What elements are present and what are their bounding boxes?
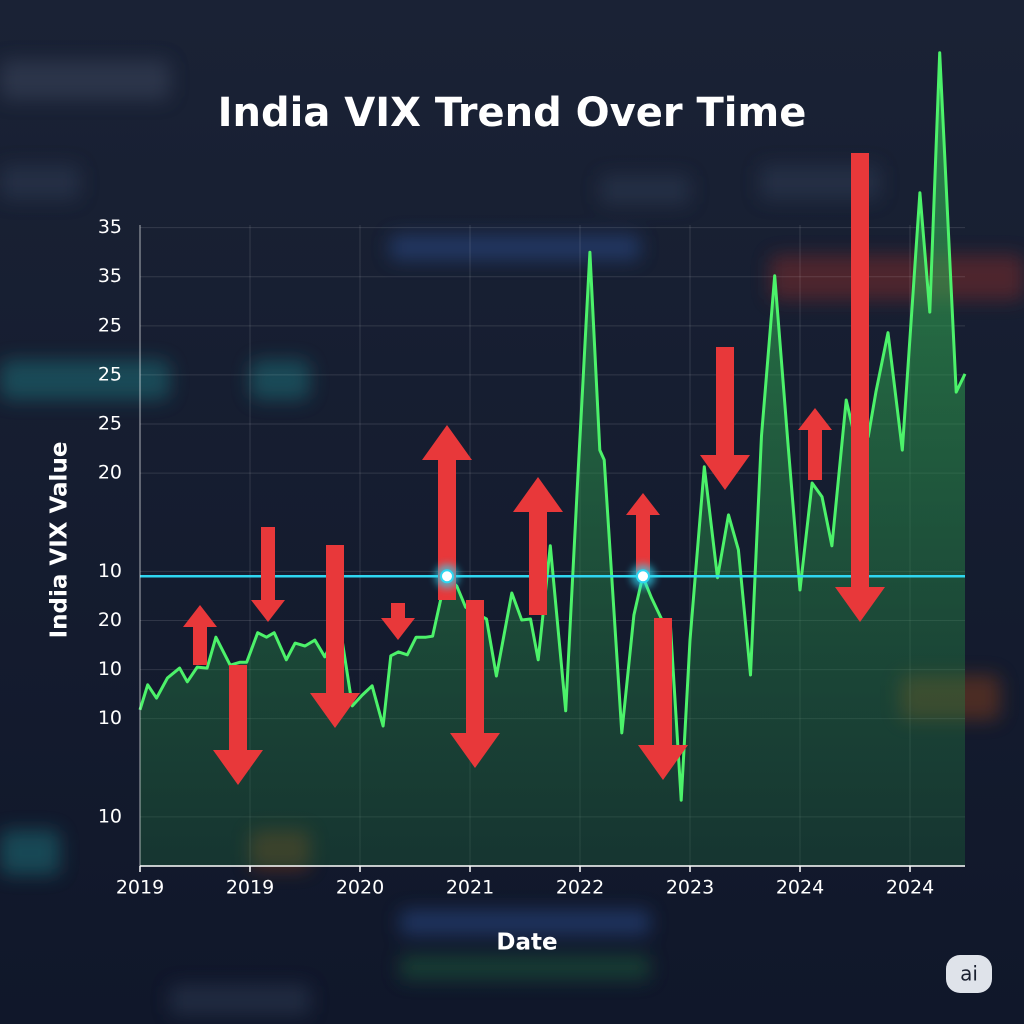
y-tick-label: 20: [98, 462, 122, 484]
x-tick-label: 2019: [116, 877, 164, 899]
y-tick-label: 25: [98, 363, 122, 385]
x-tick-label: 2021: [446, 877, 494, 899]
arrow: [251, 527, 285, 622]
x-tick-label: 2023: [666, 877, 714, 899]
y-tick-label: 10: [98, 560, 122, 582]
x-tick-label: 2022: [556, 877, 604, 899]
arrow: [638, 618, 688, 780]
highlight-dot: [636, 569, 650, 584]
arrow: [626, 493, 660, 575]
arrow: [700, 347, 750, 490]
arrow: [381, 603, 415, 640]
arrow: [450, 600, 500, 768]
line: [138, 51, 967, 802]
y-tick-label: 35: [98, 216, 122, 238]
y-tick-label: 10: [98, 805, 122, 827]
arrows: [183, 153, 885, 785]
y-axis-label: India VIX Value: [47, 442, 73, 639]
x-tick-label: 2019: [226, 877, 274, 899]
y-tick-label: 10: [98, 658, 122, 680]
x-tick-label: 2024: [886, 877, 934, 899]
arrow: [422, 425, 472, 600]
chart-title: India VIX Trend Over Time: [218, 90, 807, 136]
x-tick-label: 2020: [336, 877, 384, 899]
badge: ai: [960, 962, 978, 986]
x-axis-label: Date: [496, 930, 557, 956]
arrow: [310, 545, 360, 728]
y-tick-label: 10: [98, 707, 122, 729]
badge-bg: [946, 955, 992, 993]
y-tick-label: 20: [98, 609, 122, 631]
y-tick-label: 25: [98, 314, 122, 336]
arrow: [183, 605, 217, 665]
y-tick-label: 35: [98, 265, 122, 287]
arrow: [835, 153, 885, 622]
highlight-dot: [440, 569, 454, 584]
area: [140, 52, 965, 867]
arrow: [513, 477, 563, 615]
x-tick-label: 2024: [776, 877, 824, 899]
arrow: [213, 665, 263, 785]
y-tick-label: 25: [98, 413, 122, 435]
arrow: [798, 408, 832, 480]
